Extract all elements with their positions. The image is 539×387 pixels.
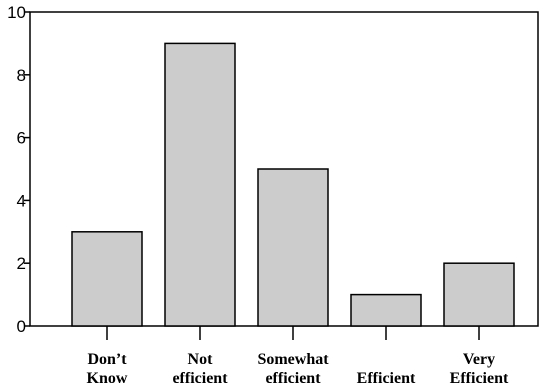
x-tick-label-line: Somewhat xyxy=(257,351,329,368)
x-tick-label-line: Don’t xyxy=(87,351,127,368)
x-tick-label-line: Efficient xyxy=(450,370,509,387)
y-tick-label: 4 xyxy=(17,191,26,210)
bar xyxy=(71,231,143,327)
bar xyxy=(164,42,236,327)
y-axis: 0 2 4 6 8 10 xyxy=(7,3,30,336)
x-tick-label-line: Very xyxy=(463,351,495,368)
x-tick-label-line: Not xyxy=(188,351,214,368)
x-tick-label-line: Know xyxy=(87,370,128,387)
x-tick-label: Not efficient xyxy=(172,351,228,387)
x-tick-label-line: efficient xyxy=(265,370,321,387)
bar xyxy=(350,293,422,327)
y-tick-label: 2 xyxy=(17,254,26,273)
bar xyxy=(257,168,329,327)
x-tick-label: Very Efficient xyxy=(450,351,509,387)
x-tick-label-line: efficient xyxy=(172,370,228,387)
y-tick-label: 6 xyxy=(17,129,26,148)
bars xyxy=(71,42,515,327)
y-tick-label: 0 xyxy=(17,317,26,336)
x-tick-label: Don’t Know xyxy=(87,351,128,387)
x-tick-label-line: Efficient xyxy=(357,370,416,387)
y-tick-label: 8 xyxy=(17,66,26,85)
x-tick-label: Efficient xyxy=(357,370,416,387)
y-tick-label: 10 xyxy=(7,3,26,22)
x-tick-label: Somewhat efficient xyxy=(257,351,329,387)
x-axis: Don’t Know Not efficient Somewhat efficient Ef… xyxy=(87,326,509,387)
bar xyxy=(443,262,515,327)
